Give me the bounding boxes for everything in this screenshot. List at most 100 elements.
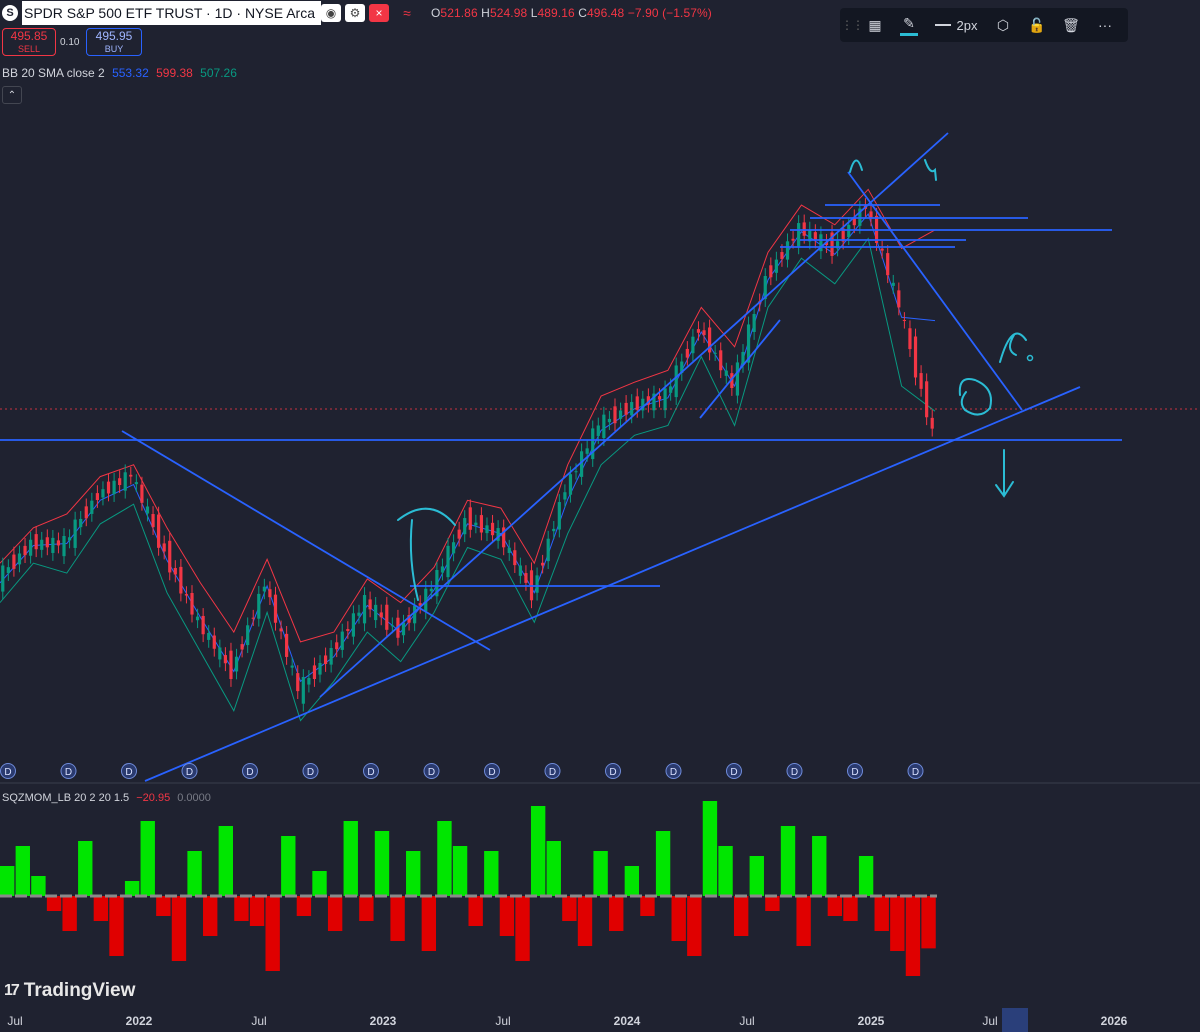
candle-body — [201, 615, 205, 635]
trendline — [144, 386, 1081, 782]
candle-body — [741, 351, 745, 365]
bb-legend[interactable]: BB 20 SMA close 2 553.32 599.38 507.26 — [2, 66, 237, 80]
dividend-marker-icon — [423, 763, 440, 779]
candle-body — [23, 545, 27, 556]
candle-body — [140, 484, 144, 503]
dividend-marker-label: D — [307, 767, 314, 778]
candle-body — [95, 493, 99, 501]
squeeze-value2: 0.0000 — [177, 792, 211, 804]
templates-icon[interactable]: ▦ — [868, 16, 882, 33]
candle-body — [168, 540, 172, 573]
gear-icon[interactable]: ⚙ — [344, 4, 365, 22]
drag-handle-icon[interactable]: ⋮⋮ — [841, 18, 864, 32]
momentum-bar — [343, 821, 358, 896]
candle-body — [157, 514, 161, 548]
candle-body — [830, 232, 834, 256]
dividend-marker-label: D — [791, 767, 798, 778]
candle-body — [535, 575, 539, 593]
high-value: 524.98 — [489, 6, 528, 20]
candle-body — [357, 612, 361, 616]
candle-body — [925, 381, 929, 418]
close-icon[interactable]: × — [368, 4, 389, 22]
candle-body — [407, 615, 411, 623]
sell-button[interactable]: 495.85 SELL — [2, 28, 56, 56]
collapse-legend-button[interactable]: ⌃ — [2, 86, 22, 104]
candle-body — [101, 489, 105, 498]
candle-body — [346, 629, 350, 631]
candle-body — [262, 586, 266, 592]
candle-body — [251, 617, 255, 619]
candle-body — [719, 350, 723, 371]
candle-body — [440, 566, 445, 573]
trash-icon[interactable]: 🗑 — [1062, 16, 1080, 33]
candle-body — [79, 518, 83, 528]
candle-body — [696, 329, 701, 333]
time-axis-tick-label: Jul — [251, 1014, 267, 1028]
candle-body — [29, 539, 33, 556]
momentum-bar — [327, 896, 343, 931]
candle-body — [791, 238, 795, 241]
dividend-marker-icon — [242, 763, 258, 779]
time-axis-highlight — [1002, 1008, 1028, 1032]
line-width-button[interactable]: 2px — [926, 12, 986, 38]
time-axis-tick-label: 2023 — [369, 1014, 397, 1028]
squeeze-legend[interactable]: SQZMOM_LB 20 2 20 1.5 −20.95 0.0000 — [2, 792, 211, 804]
drawing-stroke — [999, 332, 1027, 363]
time-axis-tick-label: Jul — [495, 1014, 511, 1028]
candle-body — [212, 635, 216, 649]
momentum-bar — [702, 801, 718, 896]
momentum-bar — [484, 851, 499, 896]
eye-icon[interactable]: ◉ — [320, 4, 341, 22]
approx-icon[interactable]: ≈ — [403, 5, 411, 21]
momentum-bar — [780, 826, 796, 896]
momentum-bar — [874, 896, 889, 931]
settings-icon[interactable]: ⬡ — [996, 16, 1010, 33]
chevron-up-icon: ⌃ — [7, 89, 17, 101]
dividend-marker-icon — [181, 763, 198, 779]
candle-body — [808, 229, 812, 242]
candle-body — [641, 398, 645, 411]
momentum-bar — [624, 866, 640, 896]
momentum-bar — [390, 896, 405, 941]
buy-button[interactable]: 495.95 BUY — [86, 28, 142, 56]
candle-body — [385, 604, 389, 630]
candle-body — [290, 665, 294, 668]
momentum-bar — [499, 896, 515, 936]
dividend-marker-label: D — [730, 767, 737, 778]
candle-body — [246, 625, 250, 646]
candle-body — [73, 519, 77, 548]
momentum-bar — [640, 896, 655, 916]
candle-body — [457, 529, 461, 539]
more-icon[interactable]: ··· — [1098, 17, 1112, 33]
candle-body — [374, 604, 378, 621]
lock-icon[interactable]: 🔓 — [1028, 16, 1046, 33]
tradingview-logo[interactable]: 17 TradingView — [4, 980, 135, 1002]
candle-body — [780, 252, 784, 259]
candle-body — [190, 593, 194, 615]
line-color-button[interactable]: ✎ — [892, 12, 926, 38]
trendline — [699, 319, 781, 419]
candle-body — [429, 588, 433, 592]
candle-body — [507, 547, 511, 553]
candle-body — [257, 593, 261, 619]
candle-body — [312, 665, 317, 680]
momentum-bar — [890, 896, 905, 951]
close-value: 496.48 — [587, 6, 625, 20]
momentum-bar — [296, 896, 312, 916]
candle-body — [351, 613, 356, 637]
momentum-bar — [905, 896, 921, 976]
momentum-bar — [562, 896, 577, 921]
candle-body — [45, 537, 49, 548]
candle-body — [797, 223, 801, 247]
candle-body — [502, 527, 506, 548]
candle-body — [273, 594, 278, 623]
candle-body — [90, 500, 94, 514]
dividend-marker-label: D — [367, 767, 374, 778]
candle-body — [524, 573, 528, 583]
candle-body — [657, 396, 662, 400]
candle-body — [218, 647, 222, 660]
symbol-title-box[interactable]: SPDR S&P 500 ETF TRUST · 1D · NYSE Arca — [22, 1, 321, 25]
